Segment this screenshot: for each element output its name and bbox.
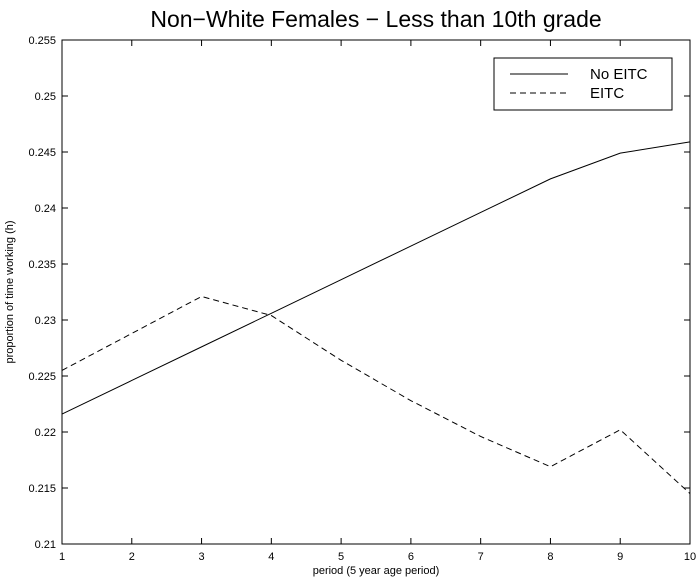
axis-ticks: 1 2 3 4 5 6 7 8 9 10 0.21 0.215 0.22 0.225 0.23 0.235 0.… xyxy=(28,35,696,563)
series-line-1 xyxy=(61,295,691,494)
series-lines xyxy=(61,141,691,494)
y-tick-label: 0.21 xyxy=(35,539,56,551)
x-tick-label: 7 xyxy=(478,551,484,563)
legend-box xyxy=(493,57,673,111)
x-tick-label: 5 xyxy=(338,551,344,563)
y-tick-label: 0.22 xyxy=(35,427,56,439)
x-tick-label: 1 xyxy=(59,551,65,563)
legend: No EITC EITC xyxy=(493,57,673,111)
x-tick-label: 8 xyxy=(547,551,553,563)
y-tick-label: 0.215 xyxy=(28,483,56,495)
y-tick-label: 0.235 xyxy=(28,259,56,271)
y-axis-label: proportion of time working (h) xyxy=(4,220,16,363)
legend-label: No EITC xyxy=(590,66,648,83)
legend-label: EITC xyxy=(590,85,624,102)
plot-area xyxy=(61,39,691,545)
y-tick-label: 0.255 xyxy=(28,35,56,47)
x-tick-label: 3 xyxy=(198,551,204,563)
x-tick-label: 6 xyxy=(408,551,414,563)
x-tick-label: 9 xyxy=(617,551,623,563)
x-tick-label: 4 xyxy=(268,551,274,563)
y-tick-label: 0.245 xyxy=(28,147,56,159)
x-tick-label: 2 xyxy=(129,551,135,563)
series-line-0 xyxy=(61,141,691,415)
y-tick-label: 0.25 xyxy=(35,91,56,103)
y-tick-label: 0.23 xyxy=(35,315,56,327)
y-tick-label: 0.225 xyxy=(28,371,56,383)
x-axis-label: period (5 year age period) xyxy=(313,565,440,577)
chart-title: Non−White Females − Less than 10th grade xyxy=(150,6,601,32)
y-tick-label: 0.24 xyxy=(35,203,56,215)
x-tick-label: 10 xyxy=(684,551,696,563)
